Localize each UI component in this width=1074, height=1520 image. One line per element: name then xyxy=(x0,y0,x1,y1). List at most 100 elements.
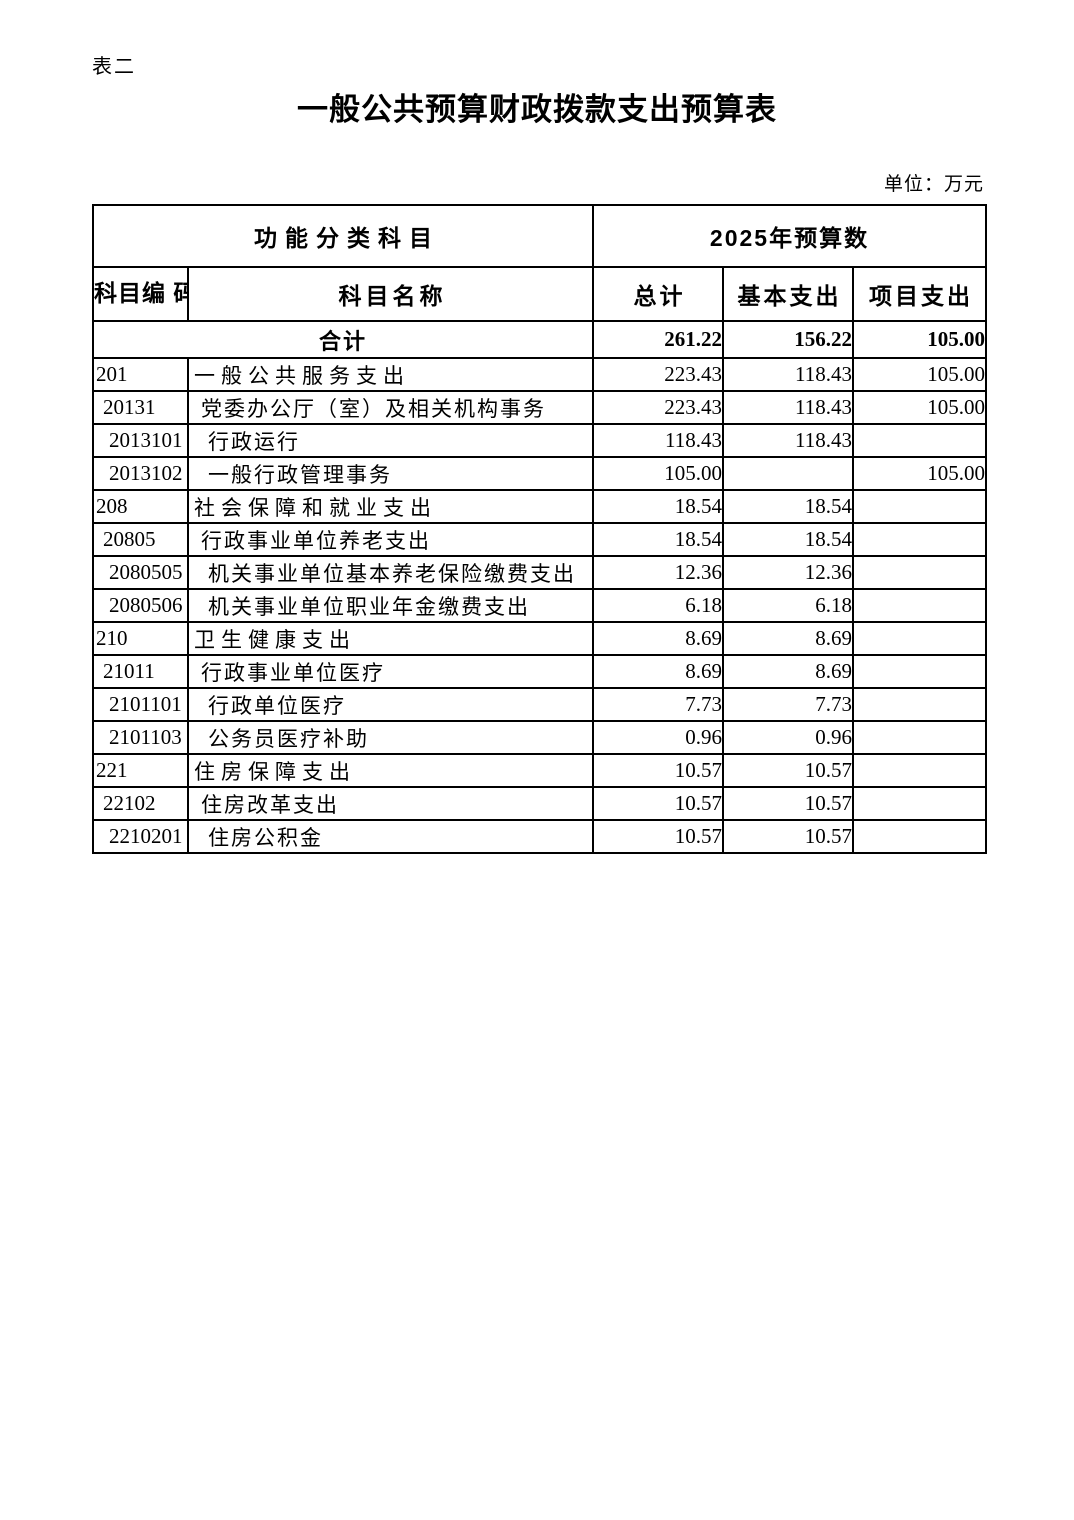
header-subject-code: 科目编 码 xyxy=(92,266,189,322)
project-value: 105.00 xyxy=(851,357,988,392)
basic-value: 118.43 xyxy=(722,357,854,392)
subject-code: 2101103 xyxy=(92,720,189,755)
budget-row: 2101101 行政单位医疗 7.73 7.73 xyxy=(92,687,988,722)
budget-row: 2210201 住房公积金 10.57 10.57 xyxy=(92,819,988,854)
header-total: 总计 xyxy=(592,266,724,322)
project-value: 105.00 xyxy=(851,390,988,425)
project-value xyxy=(851,621,988,656)
subject-name: 党委办公厅（室）及相关机构事务 xyxy=(187,390,594,425)
project-value xyxy=(851,786,988,821)
project-value xyxy=(851,720,988,755)
header-function-category: 功能分类科目 xyxy=(92,204,594,268)
project-value xyxy=(851,489,988,524)
budget-row: 2013102 一般行政管理事务 105.00 105.00 xyxy=(92,456,988,491)
total-row-project-value: 105.00 xyxy=(851,320,988,359)
budget-row: 208 社会保障和就业支出 18.54 18.54 xyxy=(92,489,988,524)
basic-value: 8.69 xyxy=(722,654,854,689)
basic-value: 7.73 xyxy=(722,687,854,722)
subject-code: 2210201 xyxy=(92,819,189,854)
table-body: 合计 261.22 156.22 105.00 201 一般公共服务支出 223… xyxy=(92,320,988,854)
budget-row: 20805 行政事业单位养老支出 18.54 18.54 xyxy=(92,522,988,557)
subject-name: 公务员医疗补助 xyxy=(187,720,594,755)
subject-code: 20805 xyxy=(92,522,189,557)
subject-name: 行政运行 xyxy=(187,423,594,458)
basic-value: 8.69 xyxy=(722,621,854,656)
subject-name: 住房公积金 xyxy=(187,819,594,854)
project-value xyxy=(851,819,988,854)
subject-name: 机关事业单位基本养老保险缴费支出 xyxy=(187,555,594,590)
header-columns-row: 科目编 码 科目名称 总计 基本支出 项目支出 xyxy=(92,266,988,322)
subject-name: 机关事业单位职业年金缴费支出 xyxy=(187,588,594,623)
subject-name: 住房改革支出 xyxy=(187,786,594,821)
total-value: 10.57 xyxy=(592,786,724,821)
budget-row: 21011 行政事业单位医疗 8.69 8.69 xyxy=(92,654,988,689)
project-value xyxy=(851,654,988,689)
header-group-row: 功能分类科目 2025年预算数 xyxy=(92,204,988,268)
budget-row: 2101103 公务员医疗补助 0.96 0.96 xyxy=(92,720,988,755)
budget-row: 2080505 机关事业单位基本养老保险缴费支出 12.36 12.36 xyxy=(92,555,988,590)
total-value: 7.73 xyxy=(592,687,724,722)
project-value xyxy=(851,687,988,722)
total-value: 10.57 xyxy=(592,753,724,788)
subject-code: 22102 xyxy=(92,786,189,821)
project-value: 105.00 xyxy=(851,456,988,491)
budget-row: 221 住房保障支出 10.57 10.57 xyxy=(92,753,988,788)
subject-name: 住房保障支出 xyxy=(187,753,594,788)
total-value: 118.43 xyxy=(592,423,724,458)
basic-value: 10.57 xyxy=(722,786,854,821)
budget-row: 2013101 行政运行 118.43 118.43 xyxy=(92,423,988,458)
header-basic-expenditure: 基本支出 xyxy=(722,266,854,322)
basic-value: 6.18 xyxy=(722,588,854,623)
subject-name: 行政事业单位医疗 xyxy=(187,654,594,689)
basic-value: 10.57 xyxy=(722,819,854,854)
subject-code: 21011 xyxy=(92,654,189,689)
budget-row: 20131 党委办公厅（室）及相关机构事务 223.43 118.43 105.… xyxy=(92,390,988,425)
total-row-total-value: 261.22 xyxy=(592,320,724,359)
project-value xyxy=(851,753,988,788)
subject-code: 201 xyxy=(92,357,189,392)
total-value: 223.43 xyxy=(592,357,724,392)
total-value: 12.36 xyxy=(592,555,724,590)
total-value: 18.54 xyxy=(592,522,724,557)
budget-row: 2080506 机关事业单位职业年金缴费支出 6.18 6.18 xyxy=(92,588,988,623)
project-value xyxy=(851,555,988,590)
project-value xyxy=(851,588,988,623)
total-value: 18.54 xyxy=(592,489,724,524)
total-value: 10.57 xyxy=(592,819,724,854)
header-project-expenditure: 项目支出 xyxy=(851,266,988,322)
subject-code: 221 xyxy=(92,753,189,788)
subject-code: 2101101 xyxy=(92,687,189,722)
total-value: 6.18 xyxy=(592,588,724,623)
basic-value: 118.43 xyxy=(722,423,854,458)
total-value: 8.69 xyxy=(592,621,724,656)
subject-code: 2080505 xyxy=(92,555,189,590)
budget-row: 22102 住房改革支出 10.57 10.57 xyxy=(92,786,988,821)
table-header: 功能分类科目 2025年预算数 科目编 码 科目名称 总计 基本支出 项目支出 xyxy=(92,204,988,322)
budget-table: 功能分类科目 2025年预算数 科目编 码 科目名称 总计 基本支出 项目支出 … xyxy=(92,204,988,854)
total-row: 合计 261.22 156.22 105.00 xyxy=(92,320,988,359)
subject-name: 行政单位医疗 xyxy=(187,687,594,722)
budget-row: 210 卫生健康支出 8.69 8.69 xyxy=(92,621,988,656)
basic-value: 18.54 xyxy=(722,489,854,524)
subject-code: 208 xyxy=(92,489,189,524)
subject-name: 一般行政管理事务 xyxy=(187,456,594,491)
header-budget-2025: 2025年预算数 xyxy=(591,204,988,268)
subject-code: 210 xyxy=(92,621,189,656)
unit-note: 单位：万元 xyxy=(883,174,984,195)
subject-code: 20131 xyxy=(92,390,189,425)
subject-name: 卫生健康支出 xyxy=(187,621,594,656)
basic-value: 12.36 xyxy=(722,555,854,590)
subject-code: 2080506 xyxy=(92,588,189,623)
total-value: 8.69 xyxy=(592,654,724,689)
project-value xyxy=(851,522,988,557)
project-value xyxy=(851,423,988,458)
subject-name: 行政事业单位养老支出 xyxy=(187,522,594,557)
total-value: 0.96 xyxy=(592,720,724,755)
subject-code: 2013102 xyxy=(92,456,189,491)
basic-value: 10.57 xyxy=(722,753,854,788)
total-value: 105.00 xyxy=(592,456,724,491)
page-title: 一般公共预算财政拨款支出预算表 xyxy=(297,92,777,127)
basic-value: 18.54 xyxy=(722,522,854,557)
subject-name: 社会保障和就业支出 xyxy=(187,489,594,524)
